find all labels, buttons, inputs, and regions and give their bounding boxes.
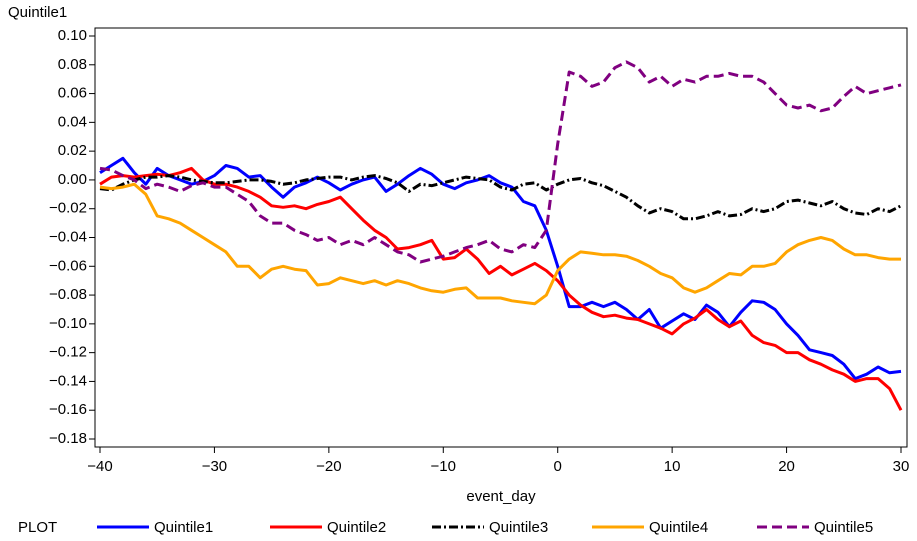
y-tick-label: −0.08 (49, 286, 87, 303)
series-line (99, 182, 901, 306)
x-tick-label: −40 (87, 458, 112, 475)
y-tick-label: 0.04 (58, 113, 87, 130)
x-tick-label: 0 (554, 458, 562, 475)
y-tick-label: 0.02 (58, 142, 87, 159)
x-tick-label: 30 (893, 458, 910, 475)
y-tick-label: −0.12 (49, 344, 87, 361)
y-tick-label: −0.16 (49, 401, 87, 418)
y-tick-label: −0.10 (49, 315, 87, 332)
y-tick-label: −0.14 (49, 372, 87, 389)
plot-frame (94, 27, 908, 448)
legend-label: Quintile1 (154, 519, 213, 536)
x-tick-label: 10 (664, 458, 681, 475)
y-tick-label: −0.02 (49, 200, 87, 217)
x-tick-label: −10 (431, 458, 456, 475)
y-tick-label: 0.10 (58, 27, 87, 44)
series-line (99, 60, 902, 264)
x-tick-label: −20 (316, 458, 341, 475)
y-tick-label: 0.06 (58, 85, 87, 102)
legend-label: Quintile2 (327, 519, 386, 536)
y-tick-label: −0.04 (49, 228, 87, 245)
y-axis-label: Quintile1 (8, 4, 67, 21)
legend-title: PLOT (18, 519, 57, 536)
series-line (99, 174, 902, 221)
series-line (99, 166, 903, 411)
x-tick-label: 20 (778, 458, 795, 475)
y-tick-label: −0.18 (49, 430, 87, 447)
legend-label: Quintile4 (649, 519, 708, 536)
x-tick-label: −30 (202, 458, 227, 475)
legend-label: Quintile5 (814, 519, 873, 536)
y-tick-label: 0.08 (58, 56, 87, 73)
legend-label: Quintile3 (489, 519, 548, 536)
x-axis-label: event_day (466, 488, 536, 505)
y-tick-label: −0.06 (49, 257, 87, 274)
y-tick-label: 0.00 (58, 171, 87, 188)
series-line (99, 156, 902, 381)
